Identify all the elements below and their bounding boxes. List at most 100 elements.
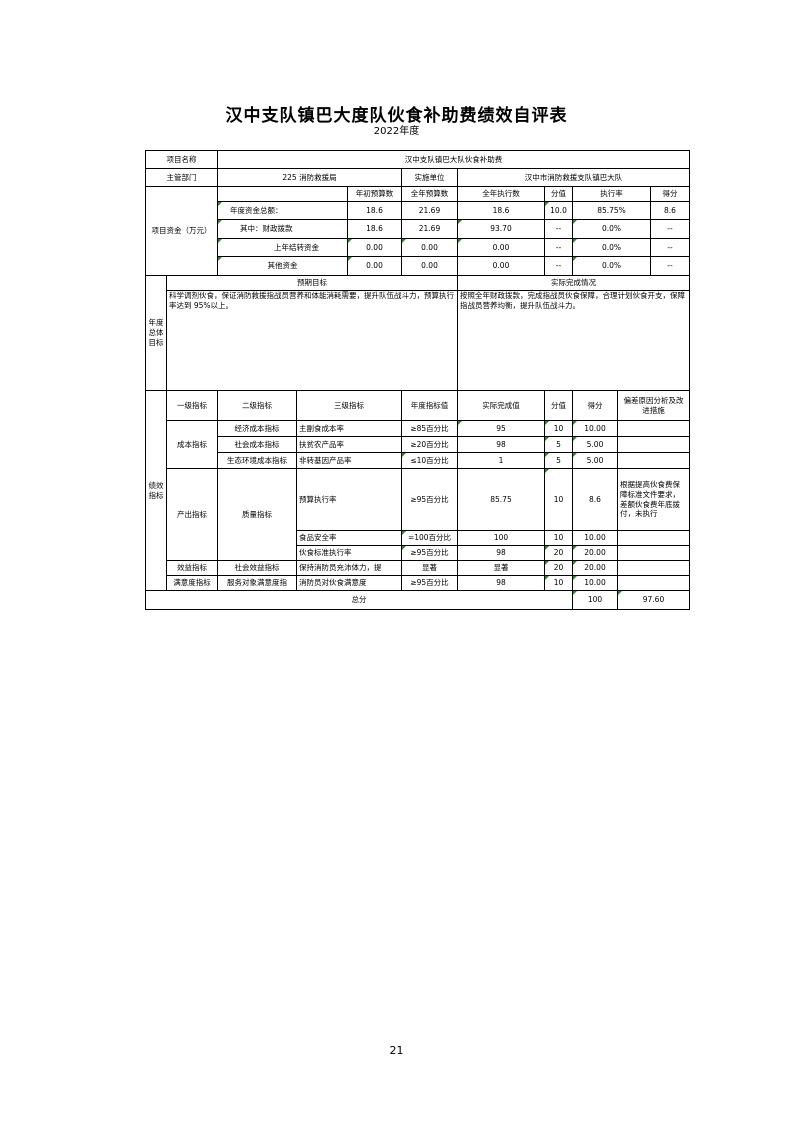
level3: 食品安全率: [296, 530, 402, 546]
indicator-row: 社会成本指标 扶贫农产品率 ≥20百分比 98 5 5.00: [146, 436, 690, 453]
indicator-row: 生态环境成本指标 非转基因产品率 ≤10百分比 1 5 5.00: [146, 452, 690, 469]
perf-header: 得分: [572, 390, 618, 421]
level3: 保持消防员充沛体力，提: [296, 560, 402, 576]
document-title: 汉中支队镇巴大度队伙食补助费绩效自评表: [225, 106, 568, 126]
cell: 8.6: [649, 201, 691, 220]
performance-indicators-table: 绩效指标 一级指标 二级指标 三级指标 年度指标值 实际完成值 分值 得分 偏差原因分析及改进…: [145, 390, 690, 610]
score: 10.00: [572, 530, 618, 546]
level3: 伙食标准执行率: [296, 545, 402, 561]
note: [617, 420, 690, 437]
cell: --: [649, 238, 691, 257]
funds-label: 项目资金（万元）: [145, 186, 218, 276]
funds-row: 上年结转资金 0.00 0.00 0.00 -- 0.0% --: [146, 238, 691, 257]
level3: 非转基因产品率: [296, 452, 402, 469]
note: [617, 436, 690, 453]
cell: 21.69: [401, 219, 458, 239]
indicator-row: 成本指标 经济成本指标 主副食成本率 ≥85百分比 95 10 10.00: [146, 420, 690, 469]
target: 显著: [401, 560, 458, 576]
note: [617, 545, 690, 561]
impl-unit: 汉中市消防救援支队镇巴大队: [456, 168, 691, 187]
actual-completion-text: 按照全年财政拨款，完成指战员伙食保障，合理计划伙食开支，保障指战员营养均衡，提升…: [457, 290, 690, 391]
target: ≥95百分比: [401, 545, 458, 561]
cell: 18.6: [347, 201, 402, 220]
cell: 0.0%: [572, 219, 651, 239]
level2: 社会成本指标: [217, 436, 297, 453]
target: ≤10百分比: [401, 452, 458, 469]
project-funds-table: 项目名称 汉中支队镇巴大队伙食补助费 主管部门 225 消防救援局 实施单位 汉中市消防…: [145, 150, 691, 276]
target: ≥20百分比: [401, 436, 458, 453]
cell: --: [649, 256, 691, 276]
actual-completion-header: 实际完成情况: [457, 275, 690, 291]
cell: 0.00: [457, 238, 545, 257]
cell: 18.6: [347, 219, 402, 239]
level3: 消防员对伙食满意度: [296, 575, 402, 591]
cell: 93.70: [457, 219, 545, 239]
level1: 成本指标: [166, 420, 218, 469]
actual: 显著: [457, 560, 545, 576]
level3: 主副食成本率: [296, 420, 402, 437]
note: 根据提高伙食费保障标准文件要求，差额伙食费年底拨付，未执行: [617, 468, 690, 531]
goals-label: 年度总体目标: [145, 275, 167, 391]
level2: 生态环境成本指标: [217, 452, 297, 469]
score-value: 10: [544, 468, 573, 531]
funds-row-name: 其他资金: [217, 256, 348, 276]
dept-label: 主管部门: [145, 168, 218, 187]
actual: 98: [457, 575, 545, 591]
target: ≥95百分比: [401, 575, 458, 591]
actual: 1: [457, 452, 545, 469]
score-value: 5: [544, 452, 573, 469]
cell: 0.0%: [572, 238, 651, 257]
document-subtitle: 2022年度: [373, 126, 420, 137]
total-row: 总分 100 97.60: [145, 590, 690, 610]
cell: 0.00: [347, 238, 402, 257]
note: [617, 530, 690, 546]
actual: 100: [457, 530, 545, 546]
score-value: 5: [544, 436, 573, 453]
note: [617, 560, 690, 576]
perf-header: 年度指标值: [401, 390, 458, 421]
cell: --: [544, 219, 573, 239]
expected-goal-header: 预期目标: [166, 275, 458, 291]
funds-header: 执行率: [572, 186, 651, 202]
total-label: 总分: [145, 590, 573, 610]
cell: --: [544, 256, 573, 276]
score-value: 20: [544, 545, 573, 561]
score-value: 20: [544, 560, 573, 576]
score: 20.00: [572, 545, 618, 561]
cell: --: [649, 219, 691, 239]
total-value: 100: [572, 590, 618, 610]
cell: 0.00: [401, 238, 458, 257]
score: 10.00: [572, 575, 618, 591]
level1: 产出指标: [166, 468, 218, 561]
level3: 扶贫农产品率: [296, 436, 402, 453]
funds-row-name: 其中：财政拨款: [217, 219, 348, 239]
indicator-row: 效益指标 社会效益指标 保持消防员充沛体力，提 显著 显著 20 20.00: [146, 560, 690, 576]
cell: 0.00: [457, 256, 545, 276]
level2: 质量指标: [217, 468, 297, 561]
level1: 效益指标: [166, 560, 218, 576]
funds-header: 全年预算数: [401, 186, 458, 202]
cell: 0.0%: [572, 256, 651, 276]
indicator-row: 伙食标准执行率 ≥95百分比 98 20 20.00: [146, 545, 690, 561]
score-value: 10: [544, 530, 573, 546]
total-score: 97.60: [617, 590, 690, 610]
perf-header: 偏差原因分析及改进措施: [617, 390, 690, 421]
score: 10.00: [572, 420, 618, 437]
annual-goals-table: 年度总体目标 预期目标 实际完成情况 科学调剂伙食，保证消防救援指战员营养和体能消耗…: [145, 275, 690, 391]
actual: 98: [457, 436, 545, 453]
project-name: 汉中支队镇巴大队伙食补助费: [216, 150, 691, 169]
target: =100百分比: [401, 530, 458, 546]
level1: 满意度指标: [166, 575, 218, 591]
cell: 0.00: [347, 256, 402, 276]
funds-header: 分值: [544, 186, 573, 202]
level3: 预算执行率: [296, 468, 402, 531]
level2: 经济成本指标: [217, 420, 297, 437]
funds-row-name: 上年结转资金: [217, 238, 348, 257]
project-name-label: 项目名称: [145, 150, 218, 169]
actual: 98: [457, 545, 545, 561]
funds-row-name: 年度资金总额：: [217, 201, 348, 220]
cell: 85.75%: [572, 201, 651, 220]
score-value: 10: [544, 575, 573, 591]
funds-row: 其他资金 0.00 0.00 0.00 -- 0.0% --: [146, 256, 691, 276]
cell: --: [544, 238, 573, 257]
